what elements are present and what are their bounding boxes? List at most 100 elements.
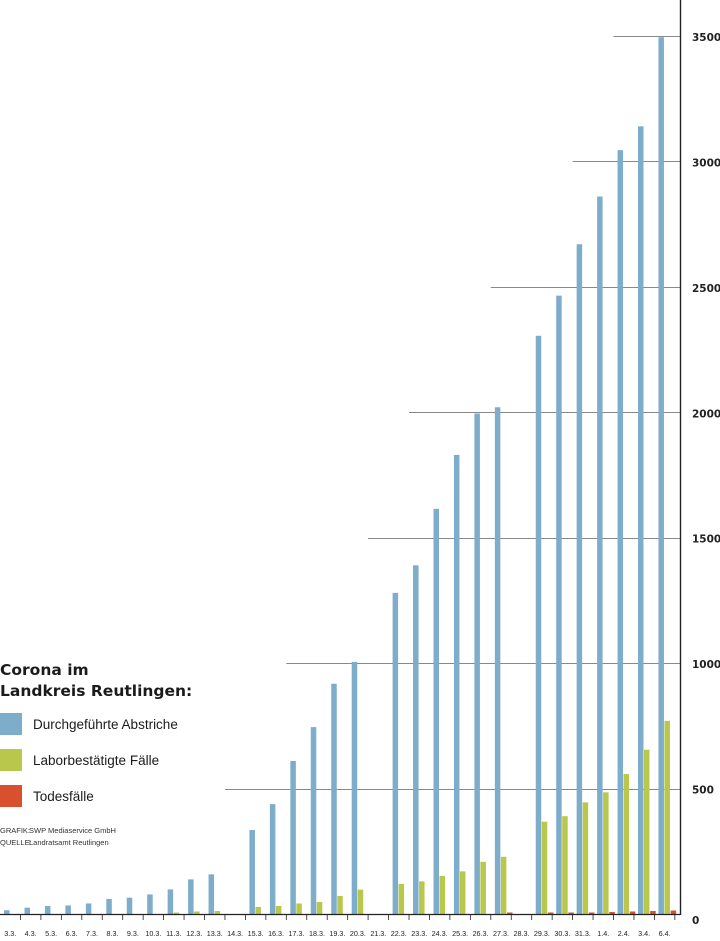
bar-faelle-22.3. [398,883,405,914]
x-tick-label: 30.3. [554,929,570,938]
bar-faelle-27.3. [500,856,507,914]
x-tick-label: 28.3. [513,929,529,938]
bar-abstriche-15.3. [249,829,255,914]
bar-todesfaelle-3.4. [650,910,656,914]
bar-todesfaelle-27.3. [507,912,513,914]
bar-abstriche-29.3. [535,335,542,914]
bar-faelle-11.3. [173,912,180,914]
x-tick-label: 1.4. [597,929,609,938]
y-tick-label-3500: 3500 [692,32,720,44]
credit-quelle-key: QUELLE: [0,838,32,847]
bar-faelle-20.3. [357,889,364,914]
x-tick-label: 3.4. [638,929,650,938]
credits: GRAFIK:SWP Mediaservice GmbH QUELLE:Land… [0,825,116,849]
bar-abstriche-4.3. [24,907,30,914]
bar-abstriche-6.4. [658,37,664,914]
bar-abstriche-10.3. [147,894,153,914]
bar-faelle-3.4. [644,749,650,914]
bar-todesfaelle-1.4. [609,911,615,914]
bar-todesfaelle-30.3. [568,912,574,914]
x-tick-label: 13.3. [207,929,223,938]
bar-faelle-13.3. [214,910,221,914]
x-tick-label: 8.3. [106,929,118,938]
bar-abstriche-19.3. [331,683,337,914]
legend-swatch-todesfaelle [0,785,22,807]
x-tick-label: 17.3. [289,929,305,938]
x-tick-label: 14.3. [227,929,243,938]
x-tick-label: 24.3. [432,929,448,938]
legend-item-faelle: Laborbestätigte Fälle [0,742,178,778]
x-tick-label: 21.3. [370,929,386,938]
legend-label-faelle: Laborbestätigte Fälle [33,752,160,768]
bar-faelle-19.3. [337,895,343,914]
y-tick-label-1500: 1500 [692,534,720,546]
bar-abstriche-17.3. [290,760,296,914]
bar-abstriche-22.3. [392,592,399,914]
bar-abstriche-31.3. [576,244,583,914]
x-tick-label: 9.3. [127,929,139,938]
x-tick-label: 29.3. [534,929,550,938]
bar-faelle-29.3. [541,821,548,914]
bar-todesfaelle-6.4. [670,910,677,914]
y-tick-label-500: 500 [692,785,714,797]
x-tick-label: 23.3. [411,929,427,938]
bar-abstriche-27.3. [494,407,501,914]
bar-abstriche-30.3. [556,295,562,914]
bar-abstriche-26.3. [474,413,480,914]
x-tick-label: 2.4. [618,929,630,938]
y-tick-labels: 0 500 1000 1500 2000 2500 3000 3500 [692,32,720,927]
x-tick-label: 20.3. [350,929,366,938]
legend-label-todesfaelle: Todesfälle [33,788,94,804]
legend-item-todesfaelle: Todesfälle [0,778,178,814]
credit-quelle-value: Landratsamt Reutlingen [29,838,109,847]
bar-todesfaelle-31.3. [588,912,595,914]
chart-title-line-1: Corona im [0,661,89,679]
bar-abstriche-23.3. [413,565,419,914]
axes [0,0,682,916]
x-tick-label: 6.4. [659,929,671,938]
bar-faelle-26.3. [480,861,486,914]
bar-todesfaelle-29.3. [547,912,554,914]
bar-abstriche-5.3. [44,905,51,914]
x-tick-label: 6.3. [66,929,78,938]
bar-abstriche-9.3. [126,897,133,914]
x-tick-label: 22.3. [391,929,407,938]
bar-abstriche-3.3. [4,910,10,914]
x-tick-label: 10.3. [145,929,161,938]
bar-abstriche-24.3. [433,508,439,914]
bar-abstriche-1.4. [597,196,603,915]
bar-faelle-31.3. [582,802,589,914]
x-tick-labels: 3.3. 4.3. 5.3. 6.3. 7.3. 8.3. 9.3. 10.3. 11.3. 12… [4,915,676,938]
gridlines [224,36,680,790]
x-tick-label: 5.3. [45,929,57,938]
chart-title-line-2: Landkreis Reutlingen: [0,682,193,700]
bar-abstriche-20.3. [351,661,358,914]
bar-abstriche-3.4. [638,126,644,914]
bar-faelle-2.4. [623,774,630,914]
credit-grafik-key: GRAFIK: [0,826,31,835]
x-tick-label: 16.3. [268,929,284,938]
bar-abstriche-7.3. [85,903,92,914]
bar-faelle-6.4. [664,720,670,914]
legend-item-abstriche: Durchgeführte Abstriche [0,706,178,742]
chart-title: Corona im Landkreis Reutlingen: [0,660,192,702]
bar-faelle-24.3. [439,875,445,914]
y-tick-label-1000: 1000 [692,659,720,671]
legend-label-abstriche: Durchgeführte Abstriche [33,716,178,732]
bar-faelle-17.3. [296,903,302,914]
x-tick-label: 7.3. [86,929,98,938]
bar-faelle-18.3. [316,901,323,914]
x-tick-label: 3.3. [4,929,16,938]
bar-abstriche-2.4. [617,150,624,914]
legend-swatch-faelle [0,749,22,771]
bar-abstriche-12.3. [188,879,194,914]
bar-faelle-1.4. [603,792,609,914]
y-tick-label-2000: 2000 [692,408,720,420]
bar-faelle-16.3. [275,905,282,914]
bar-faelle-30.3. [562,816,568,914]
bar-faelle-25.3. [459,871,466,914]
legend: Durchgeführte Abstriche Laborbestätigte … [0,706,178,814]
legend-swatch-abstriche [0,713,22,735]
bar-abstriche-6.3. [65,905,71,914]
bar-abstriche-16.3. [269,804,276,914]
